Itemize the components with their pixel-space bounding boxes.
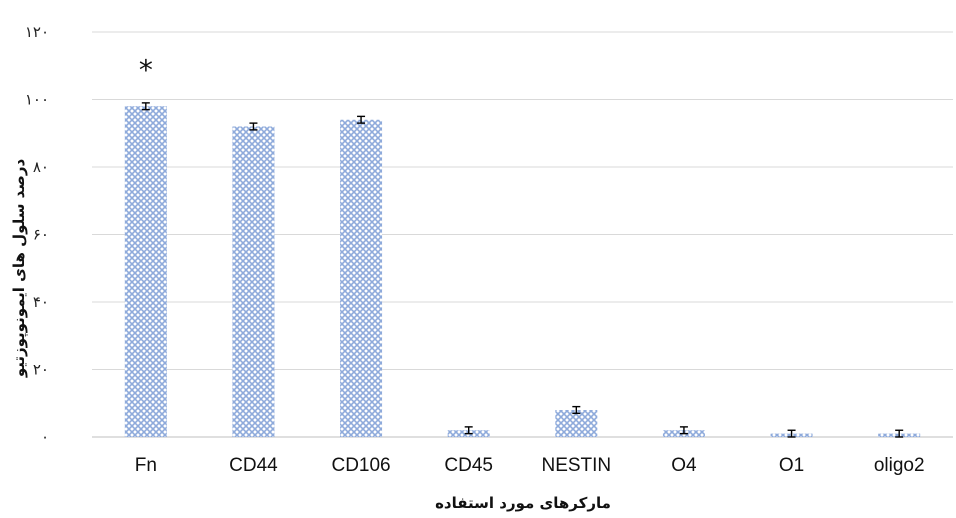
y-tick-label: ۸۰ <box>33 158 49 176</box>
y-axis-title: درصد سلول های ایمونوپوزتیو <box>10 159 29 379</box>
x-tick-label: CD44 <box>229 455 278 476</box>
x-tick-label: Fn <box>135 455 157 476</box>
x-tick-label: CD45 <box>444 455 493 476</box>
bar <box>340 119 383 437</box>
y-tick-label: ۱۰۰ <box>25 91 49 109</box>
bar <box>232 126 275 437</box>
y-tick-label: ۶۰ <box>33 226 49 244</box>
x-tick-label: CD106 <box>331 455 390 476</box>
y-tick-label: ۱۲۰ <box>25 23 49 41</box>
x-tick-label: oligo2 <box>874 455 925 476</box>
x-tick-label: O4 <box>671 455 697 476</box>
x-axis-title: مارکرهای مورد استفاده <box>435 494 611 512</box>
gridlines <box>92 31 953 438</box>
bar <box>124 106 167 437</box>
annotations: * <box>139 53 153 86</box>
bars <box>124 102 921 438</box>
y-tick-label: ۴۰ <box>33 293 49 311</box>
y-tick-label: ۲۰ <box>33 361 49 379</box>
significance-annotation: * <box>139 53 153 86</box>
bar <box>555 410 598 437</box>
x-tick-labels: Fn CD44 CD106 CD45 NESTIN O4 O1 oligo2 <box>135 455 925 476</box>
y-tick-labels: ۰ ۲۰ ۴۰ ۶۰ ۸۰ ۱۰۰ ۱۲۰ <box>25 23 49 446</box>
x-tick-label: O1 <box>779 455 804 476</box>
x-tick-label: NESTIN <box>541 455 611 476</box>
y-tick-label: ۰ <box>41 428 49 446</box>
